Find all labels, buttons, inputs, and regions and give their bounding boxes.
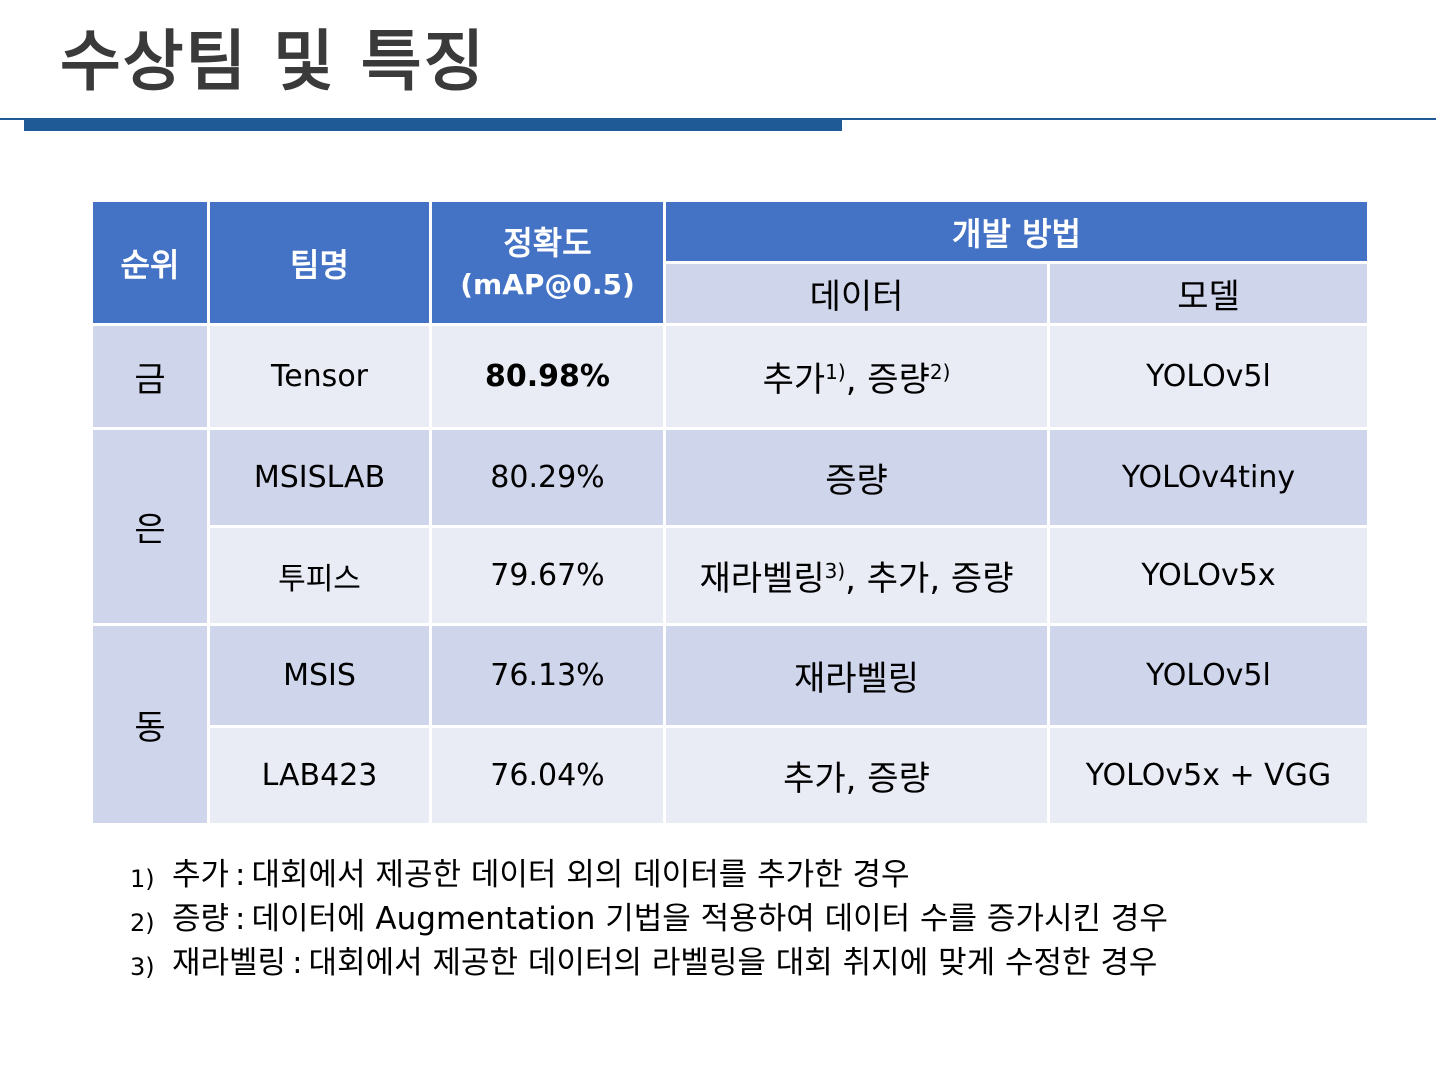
footnote-number: 3) xyxy=(130,953,155,981)
model-cell: YOLOv5x xyxy=(1047,525,1370,626)
footnotes: 1) 추가 : 대회에서 제공한 데이터 외의 데이터를 추가한 경우 2) 증… xyxy=(130,855,1168,987)
table-row: 동 MSIS 76.13% 재라벨링 YOLOv5l xyxy=(90,623,1370,826)
header-accuracy-label: 정확도 xyxy=(503,223,592,262)
title-underline-thick xyxy=(24,119,842,131)
data-cell: 재라벨링3), 추가, 증량 xyxy=(663,525,1050,626)
rank-cell: 동 xyxy=(90,623,210,826)
header-rank: 순위 xyxy=(90,199,210,326)
footnote-text: 데이터에 Augmentation 기법을 적용하여 데이터 수를 증가시킨 경… xyxy=(251,901,1168,937)
data-cell: 추가1), 증량2) xyxy=(663,323,1050,430)
results-table: 순위 팀명 정확도 (mAP@0.5) 개발 방법 데이터 모델 금 Tenso… xyxy=(90,199,1370,826)
data-cell: 추가, 증량 xyxy=(663,725,1050,826)
footnote-item: 1) 추가 : 대회에서 제공한 데이터 외의 데이터를 추가한 경우 xyxy=(130,855,1168,899)
footnote-ref: 1) xyxy=(825,360,846,384)
footnote-term: 추가 xyxy=(172,857,230,893)
model-cell: YOLOv5l xyxy=(1047,323,1370,430)
data-text: , 추가, 증량 xyxy=(845,559,1014,599)
rank-cell: 금 xyxy=(90,323,210,430)
footnote-text: 대회에서 제공한 데이터의 라벨링을 대회 취지에 맞게 수정한 경우 xyxy=(308,945,1158,981)
footnote-separator: : xyxy=(235,901,246,937)
accuracy-cell: 76.13% xyxy=(429,623,666,728)
header-method: 개발 방법 xyxy=(663,199,1370,264)
accuracy-cell: 80.29% xyxy=(429,427,666,528)
data-text: , 증량 xyxy=(845,360,930,400)
footnote-item: 3) 재라벨링 : 대회에서 제공한 데이터의 라벨링을 대회 취지에 맞게 수… xyxy=(130,943,1168,987)
footnote-term: 재라벨링 xyxy=(172,945,287,981)
data-text: 추가 xyxy=(762,360,826,400)
data-cell: 재라벨링 xyxy=(663,623,1050,728)
header-team: 팀명 xyxy=(207,199,432,326)
rank-cell: 은 xyxy=(90,427,210,626)
footnote-ref: 2) xyxy=(929,360,951,384)
team-cell: 투피스 xyxy=(207,525,432,626)
team-cell: MSIS xyxy=(207,623,432,728)
footnote-separator: : xyxy=(292,945,303,981)
slide-title: 수상팀 및 특징 xyxy=(60,23,487,100)
data-text: 재라벨링 xyxy=(699,559,825,599)
footnote-item: 2) 증량 : 데이터에 Augmentation 기법을 적용하여 데이터 수… xyxy=(130,899,1168,943)
model-cell: YOLOv4tiny xyxy=(1047,427,1370,528)
header-accuracy: 정확도 (mAP@0.5) xyxy=(429,199,666,326)
accuracy-cell: 79.67% xyxy=(429,525,666,626)
accuracy-cell: 80.98% xyxy=(429,323,666,430)
footnote-number: 2) xyxy=(130,909,155,937)
header-model: 모델 xyxy=(1047,261,1370,326)
team-cell: LAB423 xyxy=(207,725,432,826)
table-row: LAB423 76.04% 추가, 증량 YOLOv5x + VGG xyxy=(92,725,1370,826)
accuracy-cell: 76.04% xyxy=(429,725,666,826)
header-data: 데이터 xyxy=(663,261,1050,326)
team-cell: Tensor xyxy=(207,323,432,430)
footnote-separator: : xyxy=(235,857,246,893)
data-cell: 증량 xyxy=(663,427,1050,528)
team-cell: MSISLAB xyxy=(207,427,432,528)
model-cell: YOLOv5l xyxy=(1047,623,1370,728)
header-accuracy-metric: (mAP@0.5) xyxy=(460,268,635,302)
footnote-ref: 3) xyxy=(824,559,846,583)
table-row: 은 MSISLAB 80.29% 증량 YOLOv4tiny xyxy=(90,427,1370,626)
table-row: 금 Tensor 80.98% 추가1), 증량2) YOLOv5l xyxy=(90,323,1370,430)
footnote-number: 1) xyxy=(130,865,155,893)
table-row: 투피스 79.67% 재라벨링3), 추가, 증량 YOLOv5x xyxy=(92,525,1370,626)
model-cell: YOLOv5x + VGG xyxy=(1047,725,1370,826)
footnote-text: 대회에서 제공한 데이터 외의 데이터를 추가한 경우 xyxy=(251,857,910,893)
footnote-term: 증량 xyxy=(172,901,230,937)
